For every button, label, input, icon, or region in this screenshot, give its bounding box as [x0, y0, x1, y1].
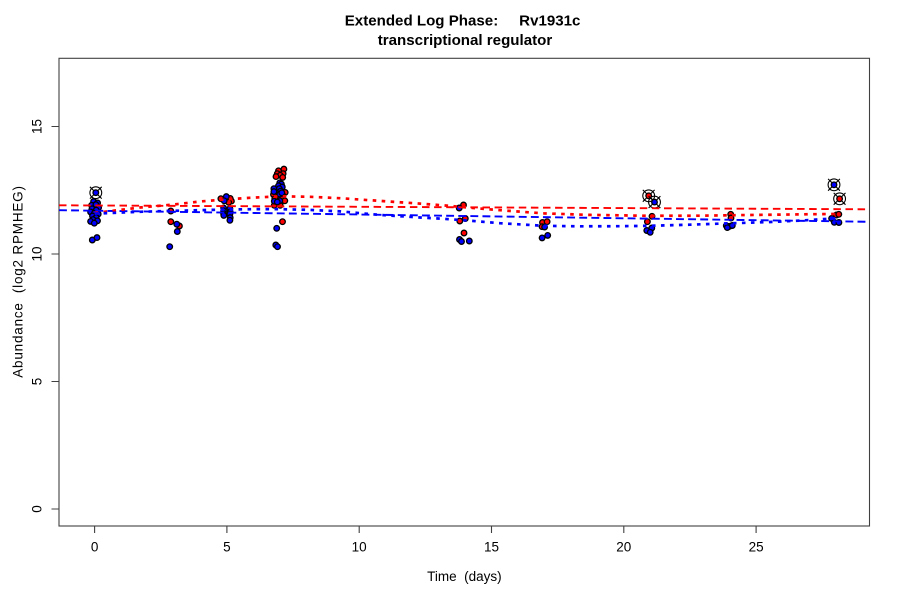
- svg-text:10: 10: [352, 540, 367, 555]
- svg-text:15: 15: [484, 540, 499, 555]
- svg-text:0: 0: [91, 540, 99, 555]
- svg-text:transcriptional regulator: transcriptional regulator: [378, 32, 553, 49]
- svg-text:Abundance (log2 RPMHEG): Abundance (log2 RPMHEG): [11, 185, 26, 378]
- svg-text:25: 25: [749, 540, 764, 555]
- svg-text:15: 15: [30, 119, 45, 134]
- svg-text:0: 0: [30, 505, 45, 513]
- svg-text:10: 10: [30, 246, 45, 261]
- svg-text:5: 5: [223, 540, 231, 555]
- svg-text:Extended Log Phase: Rv1931: Extended Log Phase: Rv1931c: [345, 13, 581, 30]
- svg-text:20: 20: [616, 540, 631, 555]
- svg-text:5: 5: [30, 378, 45, 386]
- svg-text:Time (days): Time (days): [427, 569, 502, 584]
